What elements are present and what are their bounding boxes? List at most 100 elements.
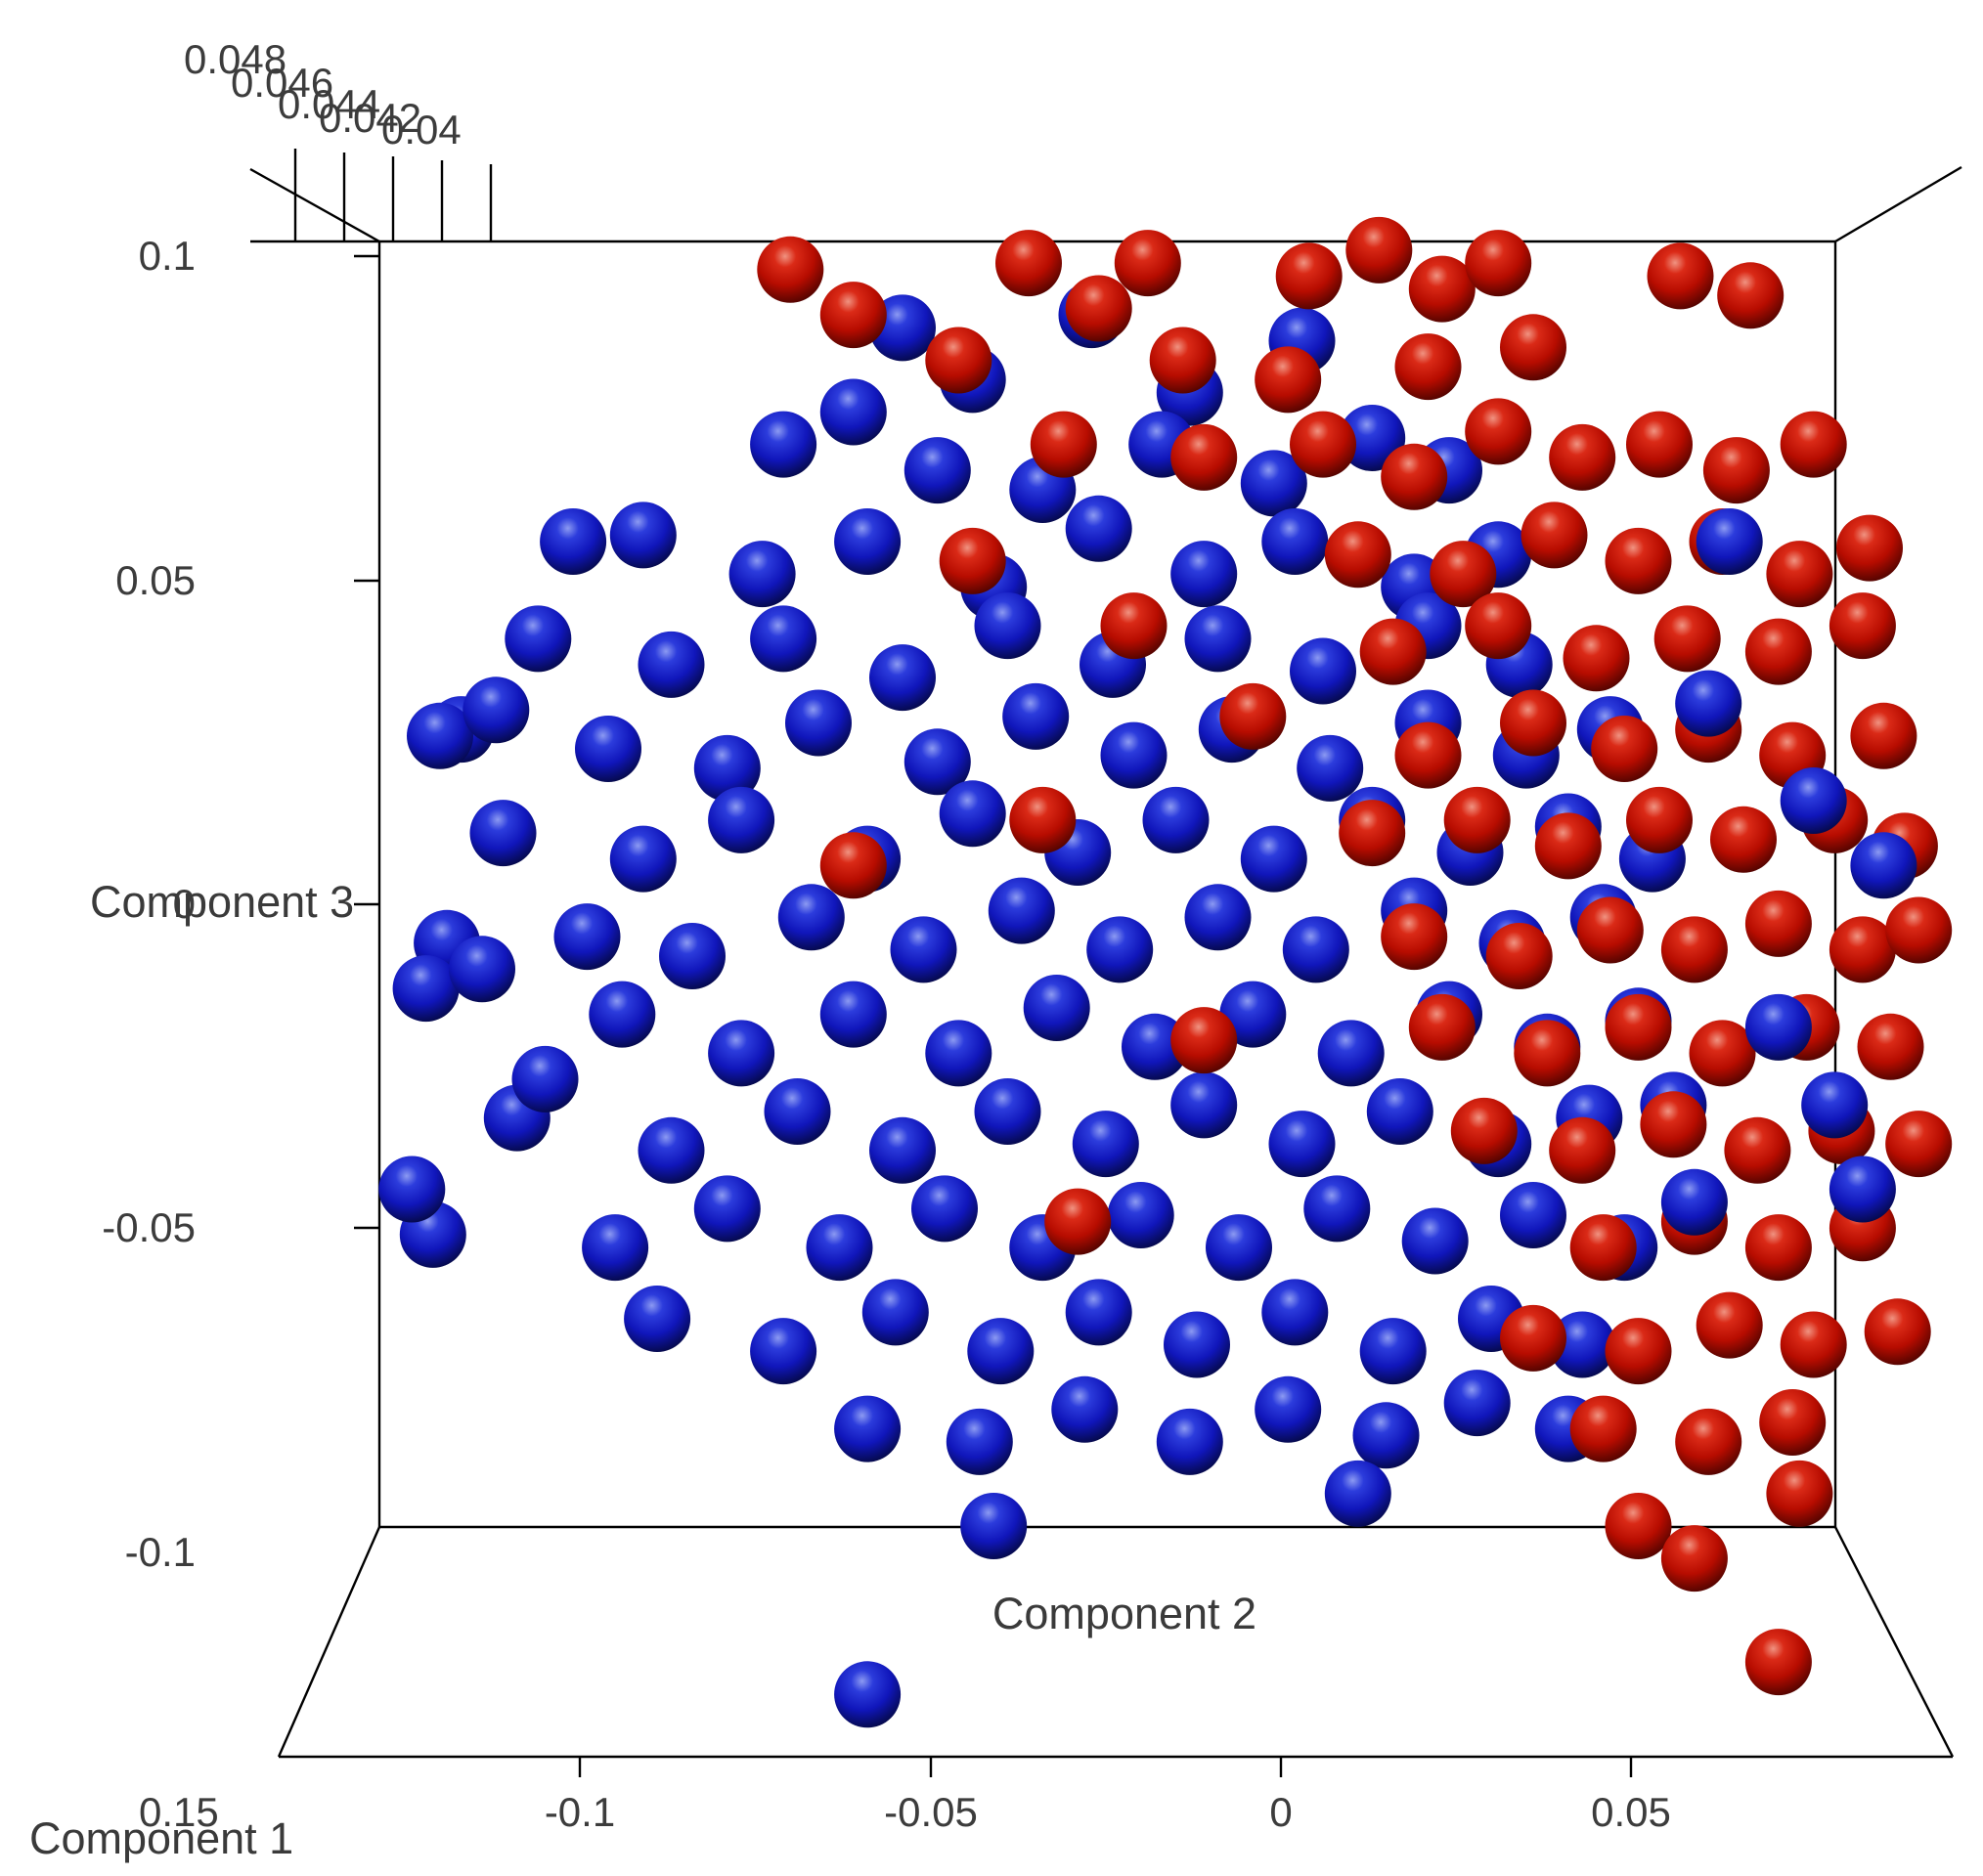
class-red-sphere bbox=[1702, 437, 1770, 504]
class-red-sphere bbox=[1696, 1291, 1763, 1359]
class-red-sphere bbox=[1640, 1091, 1707, 1158]
class-blue-sphere bbox=[764, 1078, 831, 1145]
class-red-sphere bbox=[1381, 903, 1448, 971]
c1-tick-label-0046: 0.046 bbox=[231, 60, 334, 106]
class-blue-sphere bbox=[638, 631, 705, 698]
class-blue-foreground-sphere bbox=[1696, 508, 1763, 575]
class-red-sphere bbox=[1724, 1116, 1791, 1184]
class-blue-sphere bbox=[890, 916, 957, 983]
class-blue-sphere bbox=[1255, 1375, 1322, 1443]
class-red-sphere bbox=[1710, 806, 1777, 873]
c2-tick-label-n005: -0.05 bbox=[884, 1789, 978, 1835]
class-red-sphere bbox=[1885, 1111, 1953, 1178]
class-red-sphere bbox=[1780, 411, 1847, 478]
class-red-sphere bbox=[1114, 230, 1181, 297]
class-blue-sphere bbox=[1261, 508, 1329, 575]
component-2-axis-label: Component 2 bbox=[992, 1589, 1257, 1638]
class-blue-sphere bbox=[1401, 1207, 1469, 1275]
class-blue-foreground-sphere bbox=[1780, 767, 1847, 834]
class-blue-sphere bbox=[659, 923, 726, 989]
class-blue-sphere bbox=[728, 541, 796, 608]
class-red-sphere bbox=[1465, 230, 1532, 297]
c3-tick-label-005: 0.05 bbox=[115, 557, 196, 603]
c3-tick-label-n005: -0.05 bbox=[102, 1204, 196, 1250]
class-blue-sphere bbox=[392, 955, 460, 1023]
class-red-sphere bbox=[995, 230, 1062, 297]
class-blue-sphere bbox=[1282, 916, 1349, 983]
c1-tick-label-015: 0.15 bbox=[139, 1789, 219, 1835]
class-red-sphere bbox=[1520, 502, 1588, 569]
class-red-sphere bbox=[1626, 786, 1693, 853]
c1-tick-label-0048: 0.048 bbox=[184, 36, 287, 82]
class-red-sphere bbox=[1450, 1097, 1518, 1164]
class-blue-sphere bbox=[939, 780, 1006, 848]
class-blue-sphere bbox=[553, 903, 621, 971]
component-1-axis-label: Component 1 bbox=[29, 1813, 294, 1863]
class-red-sphere bbox=[1626, 411, 1693, 478]
class-blue-sphere bbox=[806, 1214, 873, 1282]
class-blue-sphere bbox=[869, 1116, 936, 1184]
class-blue-foreground-sphere bbox=[1660, 1168, 1728, 1236]
class-blue-sphere bbox=[1184, 884, 1252, 951]
c3-tick-label-n01: -0.1 bbox=[124, 1529, 196, 1575]
class-red-sphere bbox=[1744, 618, 1812, 685]
class-red-sphere bbox=[1430, 541, 1497, 608]
class-blue-sphere bbox=[589, 981, 656, 1048]
class-red-sphere bbox=[1170, 1007, 1238, 1074]
class-blue-sphere bbox=[1206, 1214, 1272, 1282]
class-red-sphere bbox=[1605, 1318, 1672, 1385]
class-blue-sphere bbox=[1142, 786, 1210, 853]
class-red-sphere bbox=[1766, 1460, 1833, 1527]
class-blue-sphere bbox=[582, 1214, 649, 1282]
class-blue-sphere bbox=[911, 1175, 978, 1243]
class-red-sphere bbox=[1850, 702, 1917, 769]
class-red-sphere bbox=[1394, 721, 1462, 789]
class-red-sphere bbox=[1576, 896, 1644, 964]
class-red-sphere bbox=[1569, 1214, 1637, 1282]
class-blue-sphere bbox=[1072, 1111, 1139, 1178]
class-blue-sphere bbox=[449, 936, 515, 1003]
class-blue-sphere bbox=[750, 605, 817, 673]
class-blue-sphere bbox=[819, 378, 887, 446]
class-red-sphere bbox=[819, 282, 887, 349]
class-blue-sphere bbox=[1500, 1182, 1566, 1248]
class-blue-sphere bbox=[988, 877, 1055, 944]
class-blue-sphere bbox=[974, 1078, 1041, 1145]
class-blue-sphere bbox=[967, 1318, 1035, 1385]
class-red-sphere bbox=[1660, 916, 1728, 983]
class-blue-sphere bbox=[1339, 405, 1406, 471]
class-red-sphere bbox=[1864, 1298, 1931, 1366]
c1-tick-label-004: 0.04 bbox=[381, 107, 462, 153]
class-blue-sphere bbox=[1002, 682, 1070, 750]
class-red-sphere bbox=[1339, 800, 1406, 867]
class-red-sphere bbox=[1408, 255, 1476, 323]
component-3-tick-marks bbox=[354, 254, 379, 1230]
class-blue-sphere bbox=[511, 1045, 579, 1113]
c2-tick-label-n01: -0.1 bbox=[544, 1789, 616, 1835]
class-blue-sphere bbox=[925, 1020, 992, 1087]
class-blue-sphere bbox=[1240, 825, 1307, 893]
class-red-sphere bbox=[1100, 592, 1168, 660]
class-red-sphere bbox=[1514, 1020, 1581, 1087]
class-blue-sphere bbox=[609, 502, 677, 569]
class-blue-sphere bbox=[1324, 1460, 1391, 1527]
class-blue-sphere bbox=[1086, 916, 1154, 983]
class-red-sphere bbox=[1500, 314, 1566, 381]
class-red-sphere bbox=[1275, 242, 1343, 310]
class-blue-sphere bbox=[624, 1286, 691, 1352]
scatter-points bbox=[378, 216, 1953, 1728]
class-blue-foreground-sphere bbox=[1850, 832, 1917, 899]
class-red-sphere bbox=[1149, 327, 1216, 394]
class-blue-sphere bbox=[861, 1279, 929, 1346]
class-blue-sphere bbox=[1549, 1311, 1616, 1378]
class-blue-sphere bbox=[609, 825, 677, 893]
class-blue-sphere bbox=[819, 981, 887, 1048]
class-blue-sphere bbox=[1317, 1020, 1385, 1087]
class-red-sphere bbox=[1829, 916, 1896, 983]
class-red-sphere bbox=[925, 327, 992, 394]
class-blue-sphere bbox=[777, 884, 845, 951]
class-blue-sphere bbox=[407, 702, 473, 769]
class-blue-sphere bbox=[1290, 637, 1356, 705]
